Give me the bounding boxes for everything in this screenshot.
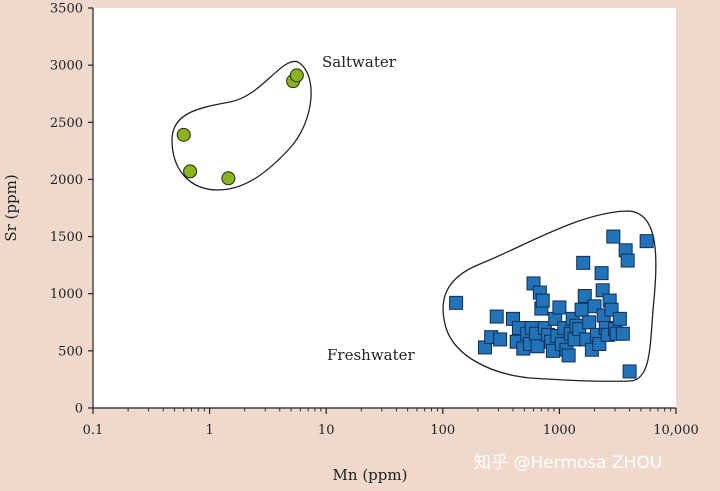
saltwater-point [221,171,236,186]
freshwater-point [493,332,508,347]
y-axis-title: Sr (ppm) [2,174,20,241]
freshwater-point [530,339,545,354]
freshwater-point [574,302,589,317]
y-tick-label: 1500 [50,230,83,245]
watermark: 知乎 @Hermosa ZHOU [474,453,662,473]
freshwater-point [612,311,627,326]
freshwater-point [561,348,576,363]
y-tick-label: 500 [58,344,83,359]
saltwater-point [183,164,198,179]
freshwater-point [576,255,591,270]
freshwater-point [595,283,610,298]
x-tick-label: 0.1 [83,423,104,438]
freshwater-point [449,295,464,310]
saltwater-label: Saltwater [322,53,397,71]
freshwater-point [577,289,592,303]
freshwater-point [552,300,567,315]
y-tick-label: 3500 [50,2,83,17]
freshwater-label: Freshwater [327,346,416,364]
x-tick-label: 10,000 [653,423,699,438]
freshwater-point [620,253,635,268]
freshwater-point [606,229,621,244]
x-axis-title: Mn (ppm) [333,466,408,484]
freshwater-point [594,266,609,281]
y-tick-label: 2500 [50,116,83,131]
freshwater-point [535,293,550,308]
y-tick-label: 2000 [50,173,83,188]
saltwater-enclosure [171,60,312,191]
freshwater-enclosure [442,210,657,382]
freshwater-point [639,234,654,249]
freshwater-point [582,315,597,330]
x-tick-label: 1000 [543,423,576,438]
saltwater-point [176,127,191,142]
x-tick-label: 1 [205,423,213,438]
saltwater-point [289,68,304,83]
freshwater-point [615,326,630,341]
y-tick-label: 0 [75,402,83,417]
freshwater-point [622,364,637,379]
y-tick-label: 1000 [50,287,83,302]
x-tick-label: 10 [318,423,335,438]
freshwater-point [489,309,504,324]
x-tick-label: 100 [430,423,455,438]
y-tick-label: 3000 [50,59,83,74]
